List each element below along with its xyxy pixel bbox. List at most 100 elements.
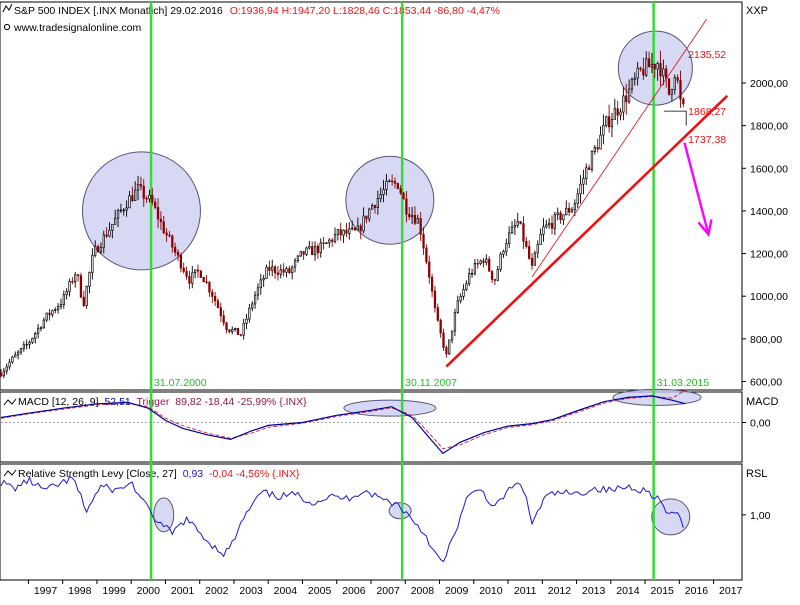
candle-body (636, 67, 639, 79)
candle-body (282, 269, 285, 273)
candle-body (359, 225, 362, 232)
candle-body (408, 213, 411, 218)
price-y-tick-label: 1600,00 (750, 163, 788, 175)
candle-body (459, 296, 462, 302)
candle-body (556, 212, 559, 215)
candle-body (476, 262, 479, 265)
candle-body (48, 312, 51, 316)
candle-body (436, 307, 439, 321)
candle-body (376, 198, 379, 208)
price-y-tick-label: 1400,00 (750, 206, 788, 218)
x-tick-label: 2016 (685, 585, 709, 597)
header-icon (2, 3, 13, 31)
candle-body (293, 260, 297, 268)
candle-body (8, 361, 11, 368)
candle-body (328, 239, 331, 244)
candle-body (108, 229, 111, 237)
candle-body (548, 222, 551, 226)
candle-body (316, 245, 320, 254)
candle-body (345, 229, 348, 234)
candle-body (136, 184, 140, 191)
candle-body (305, 247, 308, 255)
candle-body (165, 232, 168, 236)
projection-arrow (683, 142, 710, 235)
candle-body (508, 232, 511, 244)
candle-body (185, 271, 188, 277)
x-tick-label: 2009 (445, 585, 469, 597)
x-tick-label: 2001 (171, 585, 195, 597)
rsl-highlight-ellipse (651, 498, 691, 536)
candle-body (134, 189, 137, 202)
candle-body (265, 266, 268, 279)
candle-body (530, 257, 534, 266)
candle-body (505, 243, 508, 252)
candle-body (562, 214, 565, 221)
candle-body (96, 246, 100, 253)
candle-body (311, 246, 314, 256)
candle-body (179, 254, 182, 269)
candle-body (19, 348, 23, 353)
rsl-highlight-ellipse (153, 497, 175, 533)
candle-body (94, 246, 97, 256)
candle-body (379, 194, 382, 199)
candle-body (605, 116, 608, 126)
candle-body (502, 250, 505, 255)
candle-body (5, 366, 8, 372)
candle-body (154, 201, 157, 208)
candle-body (413, 214, 417, 224)
candle-body (325, 242, 328, 245)
macd-panel-frame (0, 391, 743, 463)
candle-body (659, 63, 662, 77)
candle-body (56, 306, 60, 311)
candle-body (490, 270, 494, 280)
candle-body (445, 347, 448, 355)
candle-body (39, 327, 43, 329)
rsl-wave-icon (3, 469, 17, 477)
candle-body (525, 241, 528, 247)
candle-body (54, 309, 57, 311)
candle-body (353, 227, 357, 231)
x-tick-label: 1997 (34, 585, 58, 597)
marker-label: 31.03.2015 (657, 377, 710, 389)
candle-body (194, 269, 197, 274)
candle-body (496, 269, 499, 281)
marks-layer (0, 50, 686, 563)
candle-body (573, 203, 576, 211)
candle-body (51, 310, 54, 316)
candle-body (196, 269, 200, 272)
candle-body (28, 341, 31, 345)
candle-body (656, 63, 659, 70)
candle-body (256, 287, 260, 296)
candle-body (493, 279, 497, 281)
candle-body (373, 205, 377, 208)
rsl-title: Relative Strength Levy [Close, 27] (18, 468, 177, 480)
candle-body (22, 344, 25, 349)
candle-body (91, 254, 94, 273)
candle-body (465, 283, 468, 290)
candle-body (99, 247, 103, 253)
candle-body (71, 281, 74, 283)
candle-body (31, 337, 34, 343)
candle-body (599, 134, 602, 150)
candle-body (567, 207, 571, 213)
candle-body (519, 221, 522, 224)
candle-body (228, 329, 231, 333)
macd-y-tick-label: 0,00 (750, 418, 771, 430)
candle-body (473, 262, 477, 274)
candle-body (76, 274, 80, 276)
candle-body (271, 266, 274, 271)
x-tick-label: 2004 (274, 585, 298, 597)
candle-body (168, 234, 171, 237)
candle-body (453, 312, 457, 332)
candle-body (619, 111, 622, 116)
candle-body (673, 77, 676, 90)
candle-body (665, 68, 668, 80)
candle-body (231, 329, 234, 333)
x-tick-label: 2000 (137, 585, 161, 597)
candle-body (291, 266, 294, 273)
candle-body (522, 223, 525, 242)
candle-body (647, 58, 651, 68)
x-tick-label: 2017 (719, 585, 743, 597)
candle-body (216, 300, 220, 309)
